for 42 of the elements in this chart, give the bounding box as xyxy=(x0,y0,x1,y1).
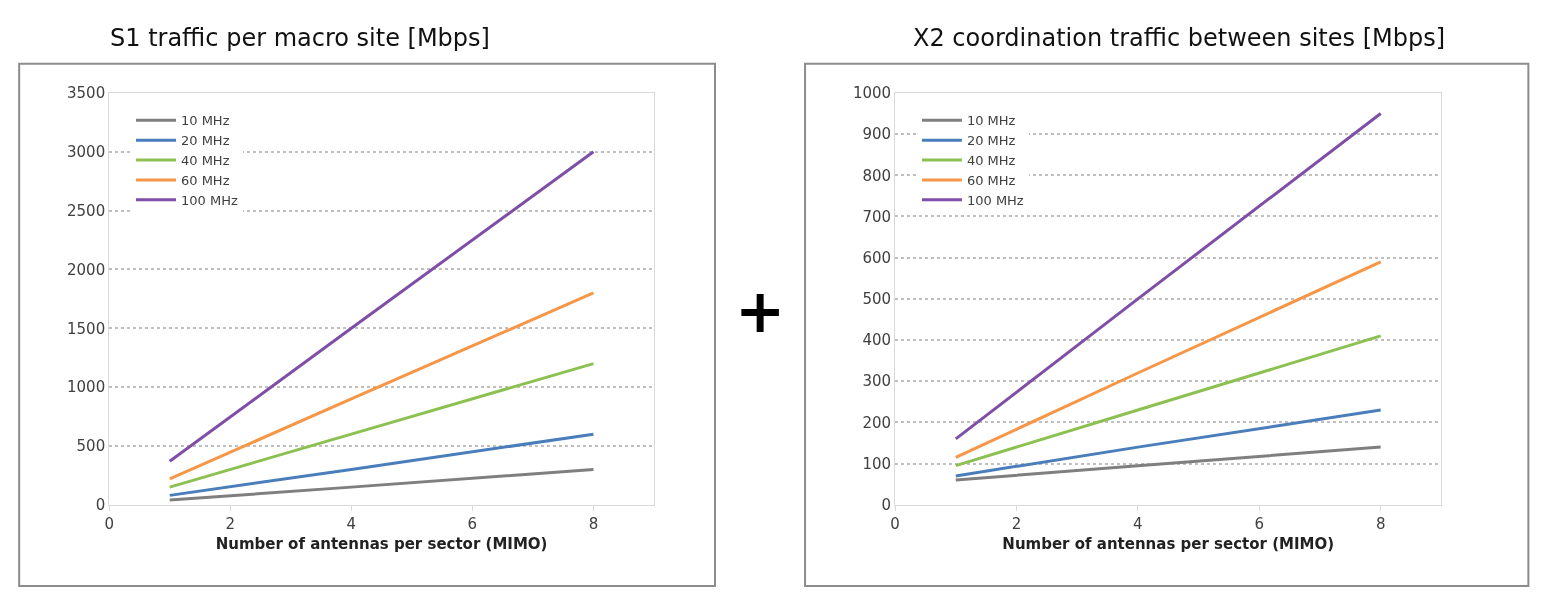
chart-title: X2 coordination traffic between sites [Mbps] xyxy=(913,24,1446,52)
y-tick-label: 1000 xyxy=(67,378,106,397)
chart-title: S1 traffic per macro site [Mbps] xyxy=(110,24,490,52)
y-tick-label: 1000 xyxy=(852,84,892,103)
legend-label: 60 MHz xyxy=(180,173,230,189)
y-tick-label: 500 xyxy=(76,437,106,456)
y-tick-label: 3500 xyxy=(67,84,106,103)
legend-label: 20 MHz xyxy=(966,133,1016,149)
x-tick-label: 8 xyxy=(588,514,599,533)
y-tick-label: 700 xyxy=(862,207,892,226)
x-tick-label: 8 xyxy=(1375,514,1386,533)
y-tick-label: 500 xyxy=(862,290,892,309)
x-axis-title: Number of antennas per sector (MIMO) xyxy=(215,534,548,553)
y-tick-label: 900 xyxy=(862,125,892,144)
y-tick-label: 100 xyxy=(862,454,892,473)
y-tick-label: 0 xyxy=(95,496,106,515)
y-tick-label: 400 xyxy=(862,331,892,350)
y-tick-label: 300 xyxy=(862,372,892,391)
y-tick-label: 2500 xyxy=(67,201,106,220)
x-tick-label: 6 xyxy=(1254,514,1265,533)
x-axis-title: Number of antennas per sector (MIMO) xyxy=(1002,534,1335,553)
x-tick-label: 2 xyxy=(225,514,236,533)
legend-label: 40 MHz xyxy=(180,153,230,169)
y-tick-label: 1500 xyxy=(67,319,106,338)
y-tick-label: 800 xyxy=(862,166,892,185)
x-tick-label: 4 xyxy=(1133,514,1143,533)
legend-label: 10 MHz xyxy=(180,113,230,129)
legend-label: 60 MHz xyxy=(966,173,1016,189)
y-tick-label: 200 xyxy=(862,413,892,432)
legend-label: 100 MHz xyxy=(966,192,1024,208)
y-tick-label: 2000 xyxy=(67,260,106,279)
y-tick-label: 3000 xyxy=(67,143,106,162)
y-tick-label: 0 xyxy=(881,496,892,515)
legend-label: 100 MHz xyxy=(180,192,238,208)
x-tick-label: 4 xyxy=(346,514,357,533)
y-tick-label: 600 xyxy=(862,248,892,267)
legend-label: 20 MHz xyxy=(180,133,230,149)
text: + xyxy=(735,276,786,346)
legend-label: 40 MHz xyxy=(966,153,1016,169)
legend-label: 10 MHz xyxy=(966,113,1016,129)
x-tick-label: 6 xyxy=(467,514,478,533)
x-tick-label: 2 xyxy=(1011,514,1022,533)
